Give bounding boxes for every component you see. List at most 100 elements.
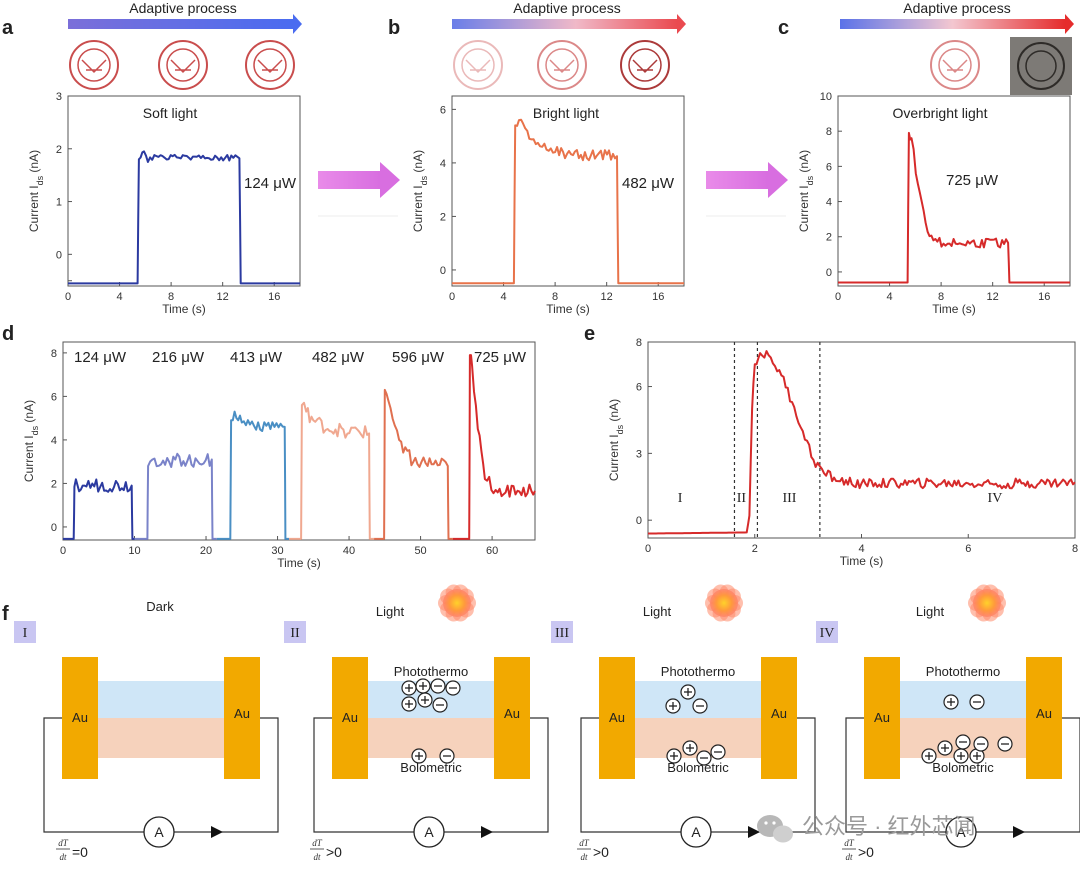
- electrode-label: Au: [234, 706, 250, 721]
- power-label: 413 μW: [230, 349, 283, 366]
- y-tick-label: 0: [56, 249, 62, 261]
- sun-core: [973, 589, 1001, 617]
- panel-b-letter: b: [388, 17, 400, 39]
- seal-icon: [537, 40, 587, 90]
- y-axis-label: Current Ids (nA): [797, 150, 815, 232]
- bolometric-layer: [617, 718, 779, 758]
- formula-numerator: dT: [579, 838, 590, 848]
- panel-b-seal-row: [453, 40, 670, 90]
- y-tick-label: 2: [826, 232, 832, 244]
- power-label: 216 μW: [152, 349, 205, 366]
- series-line: [648, 350, 1076, 535]
- bolometric-layer: [80, 718, 242, 758]
- current-direction-arrow: [211, 826, 223, 838]
- seal-icon: [930, 40, 980, 90]
- ammeter-icon: [413, 816, 445, 848]
- x-tick-label: 8: [168, 291, 174, 303]
- x-tick-label: 12: [601, 291, 613, 303]
- chart-d: 0 10 20 30 40 50 60 0 2 4 6 8 Time (s) Current Ids (n…: [22, 341, 536, 570]
- stage-badge: [816, 621, 838, 643]
- x-tick-label: 8: [938, 291, 944, 303]
- y-tick-label: 2: [56, 144, 62, 156]
- x-tick-label: 4: [116, 291, 122, 303]
- stage-roman: III: [555, 626, 569, 641]
- y-tick-label: 0: [826, 267, 832, 279]
- y-axis-label: Current Ids (nA): [411, 150, 429, 232]
- panel-f: f I Dark Au Au AdT dt =0 II Light Au Au Photothermo…: [2, 584, 1080, 862]
- phase-label: II: [737, 491, 747, 506]
- ammeter-icon: [945, 816, 977, 848]
- transition-arrow: [706, 162, 788, 217]
- electrode-label: Au: [874, 710, 890, 725]
- wechat-icon: [757, 815, 793, 843]
- panel-c-header: Adaptive process: [903, 0, 1010, 16]
- electrode-label: Au: [342, 710, 358, 725]
- panel-a-progress-arrow: [68, 14, 302, 34]
- power-label: 124 μW: [74, 349, 127, 366]
- stage-IV: IV Light Au Au Photothermo Bolometric AdT dt >0: [816, 584, 1080, 862]
- y-axis-label: Current Ids (nA): [22, 400, 40, 482]
- chart-b: 0 4 8 12 16 0 2 4 6 Time (s) Current Ids (nA): [411, 95, 685, 316]
- series-line: [838, 131, 1070, 284]
- stage-roman: IV: [820, 626, 835, 641]
- panel-b-power: 482 μW: [622, 175, 675, 192]
- plot-frame: [67, 95, 301, 287]
- x-tick-label: 12: [987, 291, 999, 303]
- x-tick-label: 10: [128, 545, 140, 557]
- panel-a-condition: Soft light: [143, 105, 198, 121]
- ammeter-icon: [143, 816, 175, 848]
- y-tick-label: 2: [440, 211, 446, 223]
- x-tick-label: 4: [500, 291, 506, 303]
- panel-a-header: Adaptive process: [129, 0, 236, 16]
- y-tick-label: 10: [820, 91, 832, 103]
- au-electrode: [1026, 657, 1062, 779]
- y-tick-label: 0: [51, 522, 57, 534]
- series-line: [63, 478, 135, 540]
- x-tick-label: 30: [271, 545, 283, 557]
- x-tick-label: 4: [886, 291, 892, 303]
- watermark: 公众号 · 红外芯闻: [757, 814, 976, 843]
- current-direction-arrow: [748, 826, 760, 838]
- sun-core: [443, 589, 471, 617]
- x-tick-label: 0: [645, 543, 651, 555]
- panel-d-power-labels: 124 μW 216 μW 413 μW 482 μW 596 μW 725 μ…: [74, 349, 527, 366]
- seal-icon: [453, 40, 503, 90]
- panel-e-letter: e: [584, 323, 595, 345]
- ammeter-label: A: [154, 824, 164, 840]
- x-tick-label: 8: [1072, 543, 1078, 555]
- sun-core: [710, 589, 738, 617]
- au-electrode: [864, 657, 900, 779]
- x-tick-label: 6: [965, 543, 971, 555]
- formula-denominator: dt: [580, 852, 588, 862]
- y-tick-label: 6: [636, 382, 642, 394]
- formula-numerator: dT: [58, 838, 69, 848]
- electrode-label: Au: [72, 710, 88, 725]
- series-line: [374, 388, 453, 540]
- series-line: [452, 354, 536, 540]
- photothermo-label: Photothermo: [926, 664, 1000, 679]
- x-tick-label: 50: [414, 545, 426, 557]
- electrode-label: Au: [771, 706, 787, 721]
- x-tick-label: 4: [858, 543, 864, 555]
- y-tick-label: 8: [826, 126, 832, 138]
- plot-frame: [451, 95, 685, 287]
- y-tick-label: 1: [56, 197, 62, 209]
- formula-numerator: dT: [844, 838, 855, 848]
- power-label: 482 μW: [312, 349, 365, 366]
- x-axis-label: Time (s): [840, 554, 884, 568]
- series-line: [289, 401, 375, 540]
- x-axis-label: Time (s): [546, 302, 590, 316]
- phase-label: IV: [988, 491, 1003, 506]
- stage-badge: [14, 621, 36, 643]
- power-label: 596 μW: [392, 349, 445, 366]
- bolometric-label: Bolometric: [932, 760, 994, 775]
- x-tick-label: 60: [486, 545, 498, 557]
- ammeter-label: A: [424, 824, 434, 840]
- stage-roman: II: [290, 626, 300, 641]
- y-tick-label: 6: [826, 161, 832, 173]
- x-tick-label: 16: [652, 291, 664, 303]
